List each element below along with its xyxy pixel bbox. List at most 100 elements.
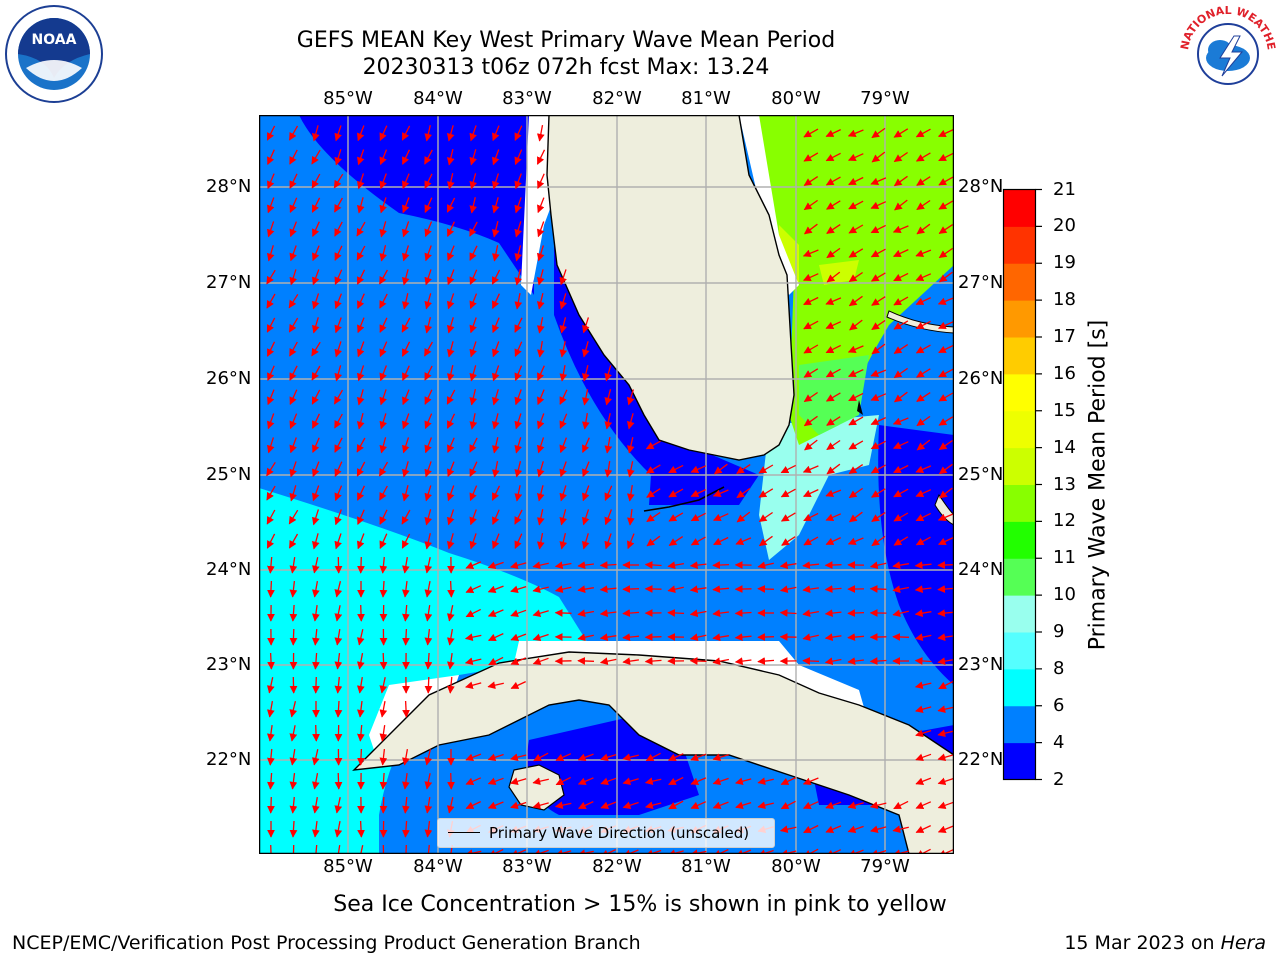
- wave-arrow: [469, 389, 478, 406]
- wave-arrow: [424, 580, 433, 598]
- lat-label-right: 24°N: [958, 559, 1004, 580]
- wave-arrow: [826, 271, 841, 283]
- wave-arrow: [464, 633, 482, 642]
- wave-arrow: [667, 753, 684, 761]
- wave-arrow: [779, 561, 797, 570]
- wave-arrow: [554, 609, 572, 617]
- wave-arrow: [847, 345, 864, 353]
- wave-arrow: [469, 437, 478, 453]
- wave-arrow: [289, 437, 297, 454]
- lat-label-left: 25°N: [206, 464, 252, 485]
- wave-arrow: [758, 535, 773, 547]
- wave-arrow: [266, 461, 276, 477]
- wave-arrow: [915, 344, 931, 354]
- wave-arrow: [334, 509, 342, 526]
- wave-arrow: [559, 485, 567, 502]
- wave-arrow: [554, 561, 572, 570]
- wave-arrow: [892, 609, 909, 618]
- wave-arrow: [334, 149, 342, 166]
- wave-arrow: [869, 657, 887, 665]
- wave-arrow: [604, 533, 612, 550]
- wave-arrow: [645, 801, 662, 810]
- wave-arrow: [892, 633, 910, 641]
- wave-arrow: [424, 796, 433, 814]
- wave-arrow: [266, 245, 275, 262]
- wave-arrow: [402, 604, 410, 622]
- wave-arrow: [266, 437, 275, 454]
- wave-arrow: [356, 125, 365, 142]
- wave-arrow: [779, 585, 797, 594]
- wave-arrow: [712, 657, 730, 666]
- wave-arrow: [577, 777, 594, 785]
- wave-arrow: [402, 773, 410, 790]
- wave-arrow: [401, 197, 410, 214]
- wave-arrow: [266, 125, 276, 141]
- wave-arrow: [289, 748, 298, 766]
- wave-arrow: [848, 176, 864, 186]
- wave-arrow: [402, 844, 410, 854]
- wave-arrow: [780, 464, 796, 474]
- wave-arrow: [289, 413, 298, 430]
- wave-arrow: [668, 536, 684, 546]
- wave-arrow: [379, 437, 388, 454]
- wave-arrow: [622, 801, 639, 810]
- wave-arrow: [401, 485, 410, 502]
- wave-arrow: [379, 556, 388, 574]
- wave-arrow: [491, 389, 500, 406]
- wave-arrow: [356, 629, 365, 646]
- wave-arrow: [401, 317, 411, 333]
- wave-arrow: [622, 777, 639, 786]
- wave-arrow: [334, 197, 343, 213]
- wave-arrow: [312, 628, 320, 646]
- wave-arrow: [312, 413, 320, 429]
- wave-arrow: [447, 653, 455, 670]
- wave-arrow: [312, 724, 320, 742]
- wave-arrow: [847, 633, 865, 641]
- lon-label-top: 82°W: [592, 88, 642, 109]
- wave-arrow: [824, 657, 842, 666]
- wave-arrow: [893, 488, 909, 498]
- footer-branch: NCEP/EMC/Verification Post Processing Pr…: [12, 932, 641, 954]
- wave-arrow: [781, 536, 796, 546]
- wave-arrow: [537, 365, 545, 382]
- wave-arrow: [825, 152, 841, 162]
- colorbar-segment: [1003, 447, 1036, 485]
- wave-arrow: [333, 173, 344, 189]
- wave-arrow: [848, 511, 863, 523]
- colorbar-tick-label: 19: [1053, 252, 1076, 274]
- wave-arrow: [937, 825, 954, 833]
- wave-arrow: [446, 125, 455, 142]
- wave-arrow: [446, 365, 455, 382]
- wave-arrow: [334, 221, 343, 237]
- wave-arrow: [825, 801, 842, 809]
- wave-arrow: [712, 489, 729, 497]
- wave-arrow: [510, 681, 526, 689]
- wave-arrow: [536, 317, 545, 334]
- wave-arrow: [559, 461, 567, 478]
- wave-arrow: [892, 225, 909, 233]
- wave-arrow: [939, 487, 953, 499]
- wave-arrow: [938, 247, 953, 259]
- wave-arrow: [626, 437, 635, 454]
- wave-arrow: [402, 365, 410, 382]
- wave-arrow: [780, 512, 796, 522]
- wave-arrow: [311, 533, 320, 550]
- wave-arrow: [646, 511, 661, 523]
- wave-arrow: [334, 605, 343, 622]
- wave-arrow: [604, 365, 612, 382]
- lon-label-top: 80°W: [771, 88, 821, 109]
- wave-arrow: [491, 485, 501, 501]
- chart-title: GEFS MEAN Key West Primary Wave Mean Per…: [296, 28, 836, 53]
- wave-arrow: [644, 561, 662, 569]
- colorbar-tick-label: 8: [1053, 657, 1065, 679]
- wave-arrow: [379, 677, 388, 694]
- wave-arrow: [870, 369, 887, 377]
- wave-arrow: [848, 416, 864, 426]
- wave-arrow: [402, 149, 410, 165]
- wave-arrow: [937, 729, 954, 738]
- wave-arrow: [848, 440, 864, 450]
- wave-arrow: [803, 128, 819, 138]
- wave-arrow: [446, 149, 455, 166]
- wave-arrow: [446, 797, 455, 814]
- wave-arrow: [893, 272, 909, 282]
